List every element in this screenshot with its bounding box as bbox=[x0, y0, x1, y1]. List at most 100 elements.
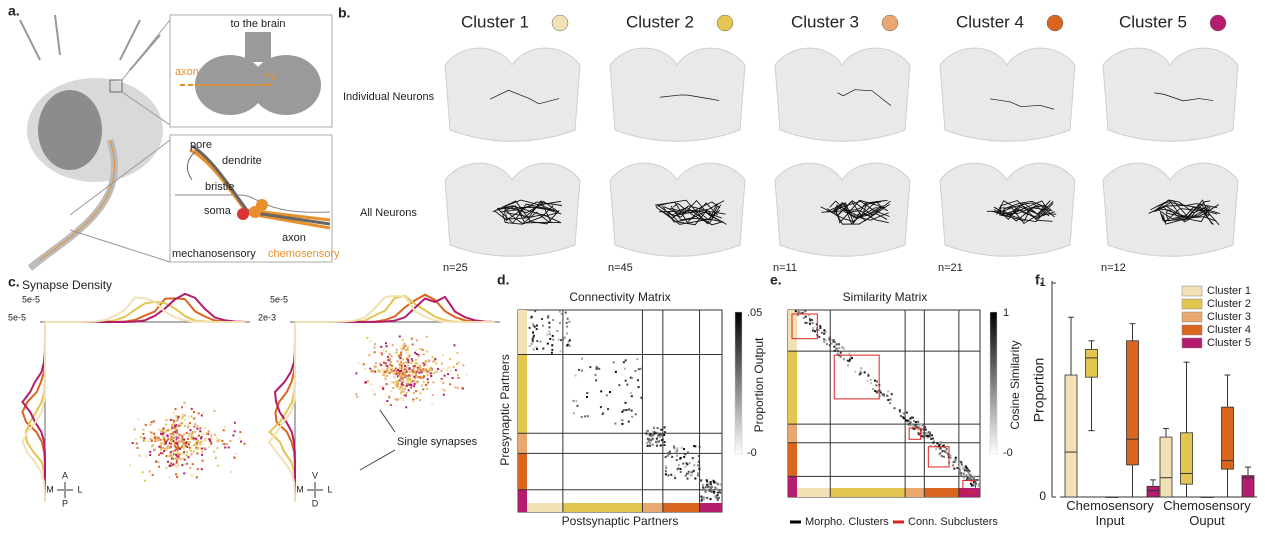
matrix-cell bbox=[594, 374, 596, 376]
matrix-cell bbox=[932, 442, 934, 444]
synapse-dot bbox=[190, 446, 192, 448]
synapse-dot bbox=[197, 468, 199, 470]
matrix-cell bbox=[652, 430, 654, 432]
cluster-swatch bbox=[552, 15, 568, 31]
synapse-dot bbox=[202, 460, 204, 462]
synapse-dot bbox=[198, 412, 200, 414]
legend-text: Conn. Subclusters bbox=[908, 516, 998, 528]
matrix-cell bbox=[542, 348, 544, 350]
matrix-cell bbox=[927, 435, 929, 437]
synapse-dot bbox=[177, 464, 179, 466]
synapse-dot bbox=[447, 367, 449, 369]
synapse-dot bbox=[416, 358, 418, 360]
matrix-cell bbox=[536, 325, 538, 327]
synapse-dot bbox=[152, 474, 154, 476]
synapse-dot bbox=[465, 374, 467, 376]
matrix-cell bbox=[551, 352, 553, 354]
synapse-dot bbox=[434, 358, 436, 360]
synapse-dot bbox=[356, 396, 358, 398]
synapse-dot bbox=[138, 455, 140, 457]
synapse-dot bbox=[399, 335, 401, 337]
synapse-dot bbox=[175, 473, 177, 475]
synapse-dot bbox=[229, 440, 231, 442]
synapse-dot bbox=[151, 445, 153, 447]
matrix-cell bbox=[704, 489, 706, 491]
matrix-cell bbox=[915, 424, 917, 426]
matrix-cell bbox=[706, 497, 708, 499]
matrix-cell bbox=[674, 477, 676, 479]
synapse-dot bbox=[419, 348, 421, 350]
panel-label: b. bbox=[338, 5, 350, 21]
density-curve bbox=[269, 322, 295, 502]
synapse-dot bbox=[453, 344, 455, 346]
synapse-dot bbox=[184, 463, 186, 465]
cluster-title: Cluster 1 bbox=[461, 12, 529, 31]
synapse-dot bbox=[140, 436, 142, 438]
box bbox=[1065, 375, 1077, 497]
synapse-dot bbox=[419, 393, 421, 395]
matrix-cell bbox=[818, 329, 820, 331]
annotation: axon bbox=[282, 232, 306, 244]
synapse-dot bbox=[190, 415, 192, 417]
panel-label: d. bbox=[497, 272, 509, 288]
synapse-dot bbox=[183, 402, 185, 404]
matrix-cell bbox=[556, 330, 558, 332]
synapse-dot bbox=[228, 446, 230, 448]
synapse-dot bbox=[425, 360, 427, 362]
synapse-dot bbox=[135, 438, 137, 440]
synapse-dot bbox=[192, 436, 194, 438]
matrix-cell bbox=[693, 445, 695, 447]
synapse-dot bbox=[167, 435, 169, 437]
matrix-cell bbox=[607, 408, 609, 410]
cluster-strip bbox=[788, 424, 797, 443]
synapse-dot bbox=[380, 352, 382, 354]
matrix-cell bbox=[843, 348, 845, 350]
synapse-dot bbox=[410, 370, 412, 372]
matrix-cell bbox=[818, 336, 820, 338]
matrix-cell bbox=[697, 464, 699, 466]
legend-swatch bbox=[1182, 325, 1202, 335]
synapse-dot bbox=[430, 367, 432, 369]
synapse-dot bbox=[376, 371, 378, 373]
synapse-dot bbox=[416, 339, 418, 341]
synapse-dot bbox=[158, 428, 160, 430]
synapse-dot bbox=[151, 421, 153, 423]
synapse-dot bbox=[424, 370, 426, 372]
synapse-dot bbox=[185, 445, 187, 447]
matrix-cell bbox=[679, 458, 681, 460]
matrix-cell bbox=[689, 462, 691, 464]
synapse-dot bbox=[194, 417, 196, 419]
box bbox=[1242, 476, 1254, 497]
synapse-dot bbox=[423, 381, 425, 383]
synapse-dot bbox=[374, 351, 376, 353]
figure-canvas: a. to the brain axon pore dendrite brist… bbox=[0, 0, 1265, 533]
synapse-dot bbox=[375, 366, 377, 368]
synapse-dot bbox=[442, 354, 444, 356]
synapse-dot bbox=[193, 411, 195, 413]
matrix-cell bbox=[886, 395, 888, 397]
synapse-dot bbox=[426, 388, 428, 390]
synapse-dot bbox=[154, 437, 156, 439]
synapse-dot bbox=[417, 368, 419, 370]
matrix-cell bbox=[649, 445, 651, 447]
matrix-cell bbox=[566, 332, 568, 334]
synapse-dot bbox=[413, 376, 415, 378]
brain-outline bbox=[610, 163, 745, 256]
synapse-dot bbox=[392, 344, 394, 346]
matrix-cell bbox=[534, 310, 536, 312]
row-label: All Neurons bbox=[360, 207, 417, 219]
synapse-dot bbox=[383, 362, 385, 364]
synapse-dot bbox=[191, 452, 193, 454]
annotation: chemosensory bbox=[268, 248, 340, 260]
synapse-dot bbox=[181, 464, 183, 466]
compass-label: L bbox=[327, 484, 332, 494]
synapse-dot bbox=[456, 363, 458, 365]
matrix-cell bbox=[973, 481, 975, 483]
synapse-dot bbox=[145, 455, 147, 457]
matrix-cell bbox=[840, 352, 842, 354]
synapse-dot bbox=[232, 434, 234, 436]
matrix-cell bbox=[944, 450, 946, 452]
synapse-dot bbox=[388, 394, 390, 396]
synapse-dot bbox=[170, 462, 172, 464]
figure: a. to the brain axon pore dendrite brist… bbox=[0, 0, 1265, 533]
